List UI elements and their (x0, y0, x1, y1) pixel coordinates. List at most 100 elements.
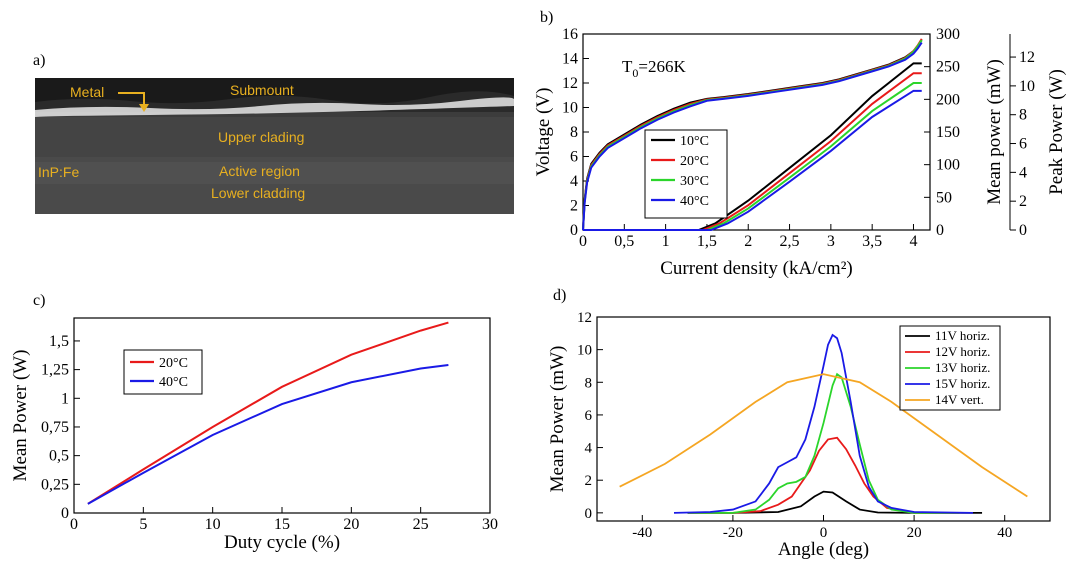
chart-c-xtick-label: 15 (274, 516, 290, 533)
chart-c-ytick-label: 1 (61, 390, 69, 407)
chart-b-ytick-right2-label: 10 (1019, 78, 1035, 95)
chart-b-xtick-label: 3,5 (862, 233, 882, 250)
chart-b-ytick-left-label: 2 (570, 198, 578, 215)
chart-b-legend-label: 40°C (680, 194, 709, 209)
panel-d-label: d) (553, 287, 566, 304)
chart-d-xtick-label: 20 (907, 525, 922, 541)
chart-b-ylabel-left: Voltage (V) (533, 88, 554, 177)
chart-c-ylabel: Mean Power (W) (10, 350, 31, 482)
chart-d-ytick-label: 8 (585, 375, 593, 391)
panel-c-label: c) (33, 292, 45, 309)
sem-label-inp-fe: InP:Fe (38, 164, 79, 180)
chart-b-ytick-right1-label: 100 (936, 157, 960, 174)
chart-b-ytick-left-label: 0 (570, 222, 578, 239)
chart-b-ytick-right1-label: 200 (936, 91, 960, 108)
chart-d-line (619, 373, 1028, 498)
chart-b-power-line (583, 62, 922, 231)
panel-a-label: a) (33, 52, 45, 69)
chart-c-xtick-label: 20 (343, 516, 359, 533)
chart-d-legend-label: 12V horiz. (935, 344, 990, 359)
chart-b-xtick-label: 2,5 (780, 233, 800, 250)
chart-b-xtick-label: 3 (827, 233, 835, 250)
chart-b-ytick-right1-label: 50 (936, 189, 952, 206)
chart-b-ytick-right1-label: 300 (936, 26, 960, 43)
chart-d-xtick-label: 40 (997, 525, 1012, 541)
chart-b-ytick-left-label: 10 (562, 100, 578, 117)
chart-d: -40 -20 0 20 40 0 2 4 6 8 10 12 Angle (deg) Mean Powe… (547, 310, 1051, 560)
chart-b-annotation: T0=266K (622, 57, 686, 80)
chart-d-legend-label: 13V horiz. (935, 360, 990, 375)
chart-d-xtick-label: 0 (820, 525, 828, 541)
chart-b: 0 0,5 1 1,5 2 2,5 3 3,5 402468101214160501001502… (533, 26, 1067, 279)
chart-c-xtick-label: 5 (139, 516, 147, 533)
chart-b-xtick-label: 1 (662, 233, 670, 250)
chart-b-ytick-right2-label: 6 (1019, 136, 1027, 153)
chart-c-legend-label: 40°C (159, 375, 188, 390)
chart-c: 0 5 10 15 20 25 30 0 0,25 0,5 0,75 1 1,25 1,5 Duty cyc… (10, 317, 498, 553)
chart-d-ytick-label: 12 (577, 310, 592, 326)
chart-c-ytick-label: 0,75 (41, 419, 69, 436)
chart-c-ytick-label: 0,5 (49, 448, 69, 465)
chart-c-line (87, 321, 449, 505)
chart-c-xtick-label: 30 (482, 516, 498, 533)
chart-d-legend-label: 11V horiz. (935, 328, 990, 343)
chart-d-ytick-label: 6 (585, 408, 593, 424)
chart-b-ytick-right2-label: 2 (1019, 193, 1027, 210)
chart-b-legend-label: 10°C (680, 134, 709, 149)
chart-d-legend-label: 14V vert. (935, 392, 984, 407)
chart-d-ytick-label: 10 (577, 343, 592, 359)
chart-d-line (687, 436, 960, 514)
chart-b-ytick-right1-label: 150 (936, 124, 960, 141)
chart-b-ylabel-right2: Peak Power (W) (1046, 69, 1067, 195)
chart-c-ytick-label: 1,5 (49, 333, 69, 350)
chart-b-power-line (583, 89, 922, 231)
chart-c-xlabel: Duty cycle (%) (224, 532, 340, 553)
chart-b-xtick-label: 0 (579, 233, 587, 250)
chart-c-xtick-label: 0 (70, 516, 78, 533)
chart-b-ytick-right2-label: 4 (1019, 164, 1027, 181)
chart-b-power-line (583, 82, 922, 231)
chart-b-xtick-label: 2 (744, 233, 752, 250)
chart-b-xtick-label: 0,5 (614, 233, 634, 250)
chart-b-ytick-left-label: 4 (570, 173, 578, 190)
chart-c-legend-box (123, 349, 203, 395)
chart-c-legend-label: 20°C (159, 356, 188, 371)
chart-b-ytick-right2-label: 0 (1019, 222, 1027, 239)
chart-d-xlabel: Angle (deg) (778, 539, 869, 560)
chart-d-line (673, 333, 974, 514)
chart-b-ytick-right1-label: 0 (936, 222, 944, 239)
chart-d-ytick-label: 0 (585, 506, 593, 522)
chart-c-line (87, 364, 449, 505)
chart-b-ytick-right2-label: 8 (1019, 107, 1027, 124)
chart-b-legend-label: 30°C (680, 174, 709, 189)
chart-b-ytick-right2-label: 12 (1019, 49, 1035, 66)
sem-image: Metal Submount Upper clading InP:Fe Acti… (35, 78, 514, 214)
chart-c-xtick-label: 25 (413, 516, 429, 533)
chart-b-voltage-line (582, 42, 923, 231)
chart-b-power-line (583, 72, 922, 231)
sem-label-lower-cladding: Lower cladding (211, 185, 305, 201)
chart-b-xtick-label: 4 (909, 233, 917, 250)
chart-d-xtick-label: -40 (632, 525, 652, 541)
chart-b-ytick-left-label: 16 (562, 26, 578, 43)
sem-label-submount: Submount (230, 82, 294, 98)
chart-b-ylabel-right1: Mean power (mW) (984, 59, 1005, 205)
chart-d-ytick-label: 4 (585, 441, 593, 457)
chart-c-ytick-label: 0,25 (41, 476, 69, 493)
chart-c-frame (73, 317, 491, 514)
sem-label-upper-clading: Upper clading (218, 129, 304, 145)
chart-b-legend-label: 20°C (680, 154, 709, 169)
chart-d-ylabel: Mean Power (mW) (547, 346, 568, 493)
chart-b-ytick-left-label: 14 (562, 51, 578, 68)
chart-c-xtick-label: 10 (205, 516, 221, 533)
panel-b-label: b) (540, 9, 553, 26)
chart-b-legend-box (644, 129, 728, 219)
sem-label-metal: Metal (70, 84, 104, 100)
chart-d-ytick-label: 2 (585, 473, 593, 489)
chart-b-xtick-label: 1,5 (697, 233, 717, 250)
sem-label-active-region: Active region (219, 163, 300, 179)
chart-d-line (687, 372, 960, 514)
chart-b-ytick-left-label: 6 (570, 149, 578, 166)
chart-d-line (687, 490, 983, 514)
